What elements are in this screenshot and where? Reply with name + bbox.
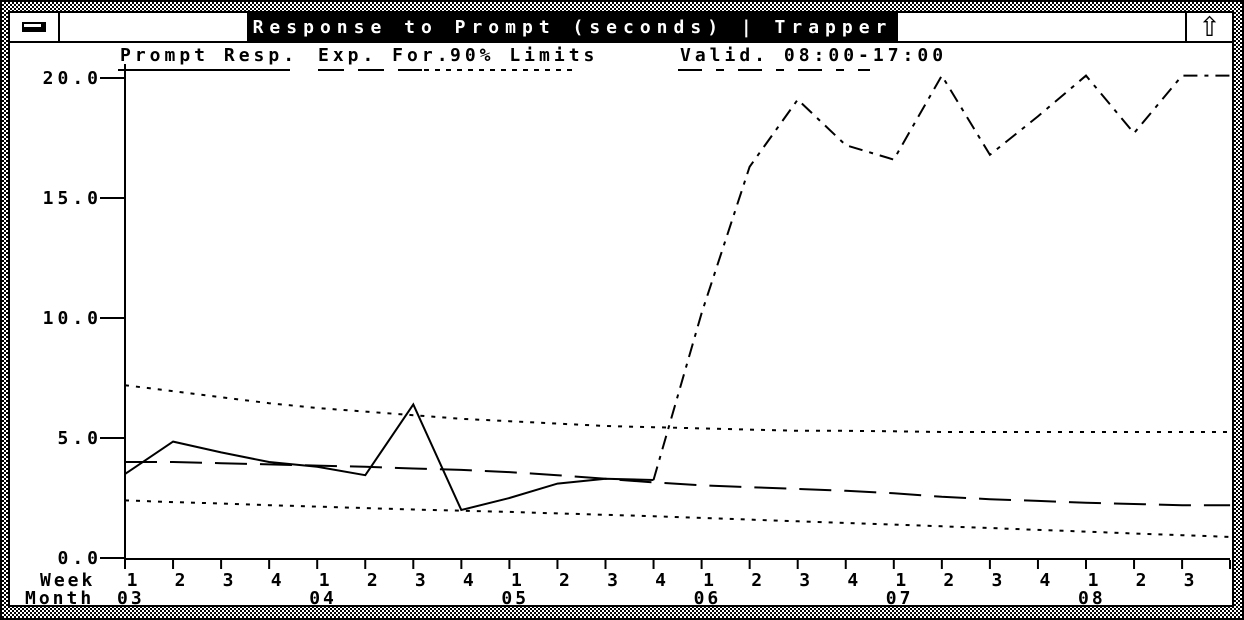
week-label: 2 bbox=[943, 570, 955, 591]
week-label: 4 bbox=[847, 570, 859, 591]
week-label: 3 bbox=[1183, 570, 1195, 591]
month-label: 06 bbox=[693, 588, 722, 609]
month-label: 03 bbox=[117, 588, 145, 609]
week-label: 4 bbox=[655, 570, 666, 591]
week-label: 1 bbox=[895, 570, 907, 591]
maximize-button[interactable]: ⇧ bbox=[1185, 13, 1232, 41]
week-label: 3 bbox=[222, 570, 234, 591]
y-axis-label: 5.0 bbox=[57, 428, 102, 449]
series-solid bbox=[124, 402, 654, 512]
series-dotted bbox=[124, 384, 1231, 433]
week-label: 4 bbox=[270, 570, 282, 591]
week-label: 2 bbox=[559, 570, 570, 591]
week-label: 2 bbox=[174, 570, 186, 591]
month-label: 07 bbox=[885, 588, 914, 609]
x-axis-caption-week: Week bbox=[40, 570, 96, 591]
legend-line-sample-solid bbox=[118, 69, 290, 71]
legend-label-valid: Valid. 08:00-17:00 bbox=[680, 45, 948, 66]
legend-line-sample-long-dash bbox=[318, 69, 422, 71]
series-dotted bbox=[124, 499, 1231, 538]
legend-label-90-limits: 90% Limits bbox=[450, 45, 599, 66]
title-bar: Response to Prompt (seconds) | Trapper ⇧ bbox=[10, 13, 1232, 43]
window-menu-button[interactable] bbox=[10, 13, 60, 41]
week-label: 1 bbox=[126, 570, 138, 591]
series-dash-dot bbox=[652, 73, 1231, 481]
minimize-icon bbox=[22, 22, 46, 32]
y-axis-label: 20.0 bbox=[42, 68, 102, 89]
week-label: 4 bbox=[462, 570, 474, 591]
week-label: 1 bbox=[510, 570, 522, 591]
series-long-dash bbox=[125, 461, 1231, 507]
week-label: 2 bbox=[366, 570, 378, 591]
legend-line-sample-dotted bbox=[424, 69, 572, 71]
window-title-text: Response to Prompt (seconds) | Trapper bbox=[252, 16, 893, 38]
y-axis-label: 0.0 bbox=[57, 548, 102, 569]
week-label: 1 bbox=[318, 570, 330, 591]
x-axis-caption-month: Month bbox=[25, 588, 95, 609]
week-label: 4 bbox=[1039, 570, 1051, 591]
week-label: 2 bbox=[751, 570, 763, 591]
month-label: 04 bbox=[309, 588, 337, 609]
month-label: 05 bbox=[501, 588, 530, 609]
y-axis-label: 15.0 bbox=[42, 188, 102, 209]
week-label: 3 bbox=[414, 570, 426, 591]
week-label: 1 bbox=[703, 570, 715, 591]
week-label: 3 bbox=[799, 570, 811, 591]
y-axis-label: 10.0 bbox=[42, 308, 102, 329]
window-title[interactable]: Response to Prompt (seconds) | Trapper bbox=[247, 13, 898, 41]
legend-line-sample-dash-dot bbox=[678, 69, 870, 71]
week-label: 2 bbox=[1135, 570, 1147, 591]
week-label: 3 bbox=[991, 570, 1003, 591]
week-label: 1 bbox=[1087, 570, 1099, 591]
legend-label-exp-for: Exp. For. bbox=[318, 45, 452, 66]
window-inner: Response to Prompt (seconds) | Trapper ⇧ bbox=[8, 11, 1234, 607]
legend-label-prompt-resp: Prompt Resp. bbox=[120, 45, 299, 66]
month-label: 08 bbox=[1078, 588, 1106, 609]
week-label: 3 bbox=[607, 570, 618, 591]
up-arrow-icon: ⇧ bbox=[1198, 11, 1221, 43]
